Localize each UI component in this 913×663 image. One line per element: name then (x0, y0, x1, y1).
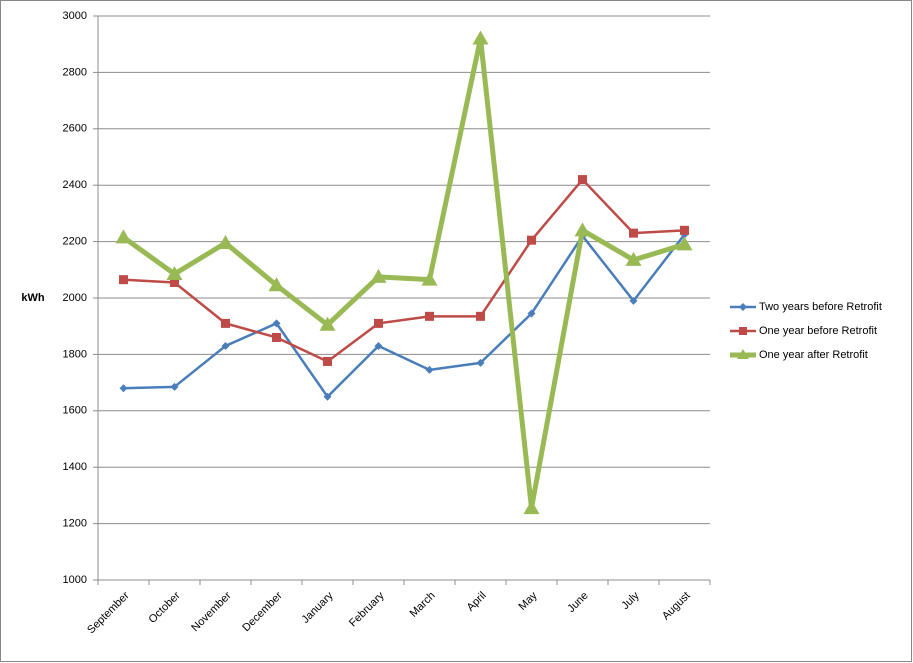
point (272, 319, 281, 328)
y-tick-label: 2800 (63, 66, 87, 78)
y-tick-label: 1400 (63, 461, 87, 473)
y-axis-label: kWh (21, 292, 45, 304)
y-tick-label: 2600 (63, 123, 87, 135)
point (676, 236, 693, 251)
y-tick-label: 3000 (63, 10, 87, 22)
y-tick-label: 2400 (63, 179, 87, 191)
point (217, 235, 234, 250)
series-line (123, 233, 686, 398)
point (374, 318, 383, 328)
point (221, 318, 230, 328)
point (221, 341, 230, 350)
point (374, 341, 383, 350)
point (574, 222, 591, 237)
point (680, 225, 689, 235)
legend-label: Two years before Retrofit (759, 301, 882, 313)
point (319, 316, 336, 331)
point (472, 30, 489, 45)
point (625, 251, 642, 266)
legend-label: One year after Retrofit (759, 349, 868, 361)
legend-label: One year before Retrofit (759, 325, 877, 337)
y-tick-label: 1000 (63, 574, 87, 586)
legend-marker (739, 303, 747, 311)
point (527, 235, 536, 245)
y-tick-label: 1800 (63, 348, 87, 360)
point (476, 358, 485, 367)
y-tick-label: 2000 (63, 292, 87, 304)
series-line (122, 36, 686, 511)
legend-marker (737, 349, 749, 359)
point (476, 311, 485, 321)
point (170, 382, 179, 391)
point (119, 384, 128, 393)
point (272, 332, 281, 342)
point (370, 268, 387, 283)
point (323, 392, 332, 401)
point (421, 271, 438, 286)
point (268, 277, 285, 292)
point (629, 296, 638, 305)
series-line (123, 178, 685, 363)
point (523, 500, 540, 515)
point (119, 275, 128, 285)
y-tick-label: 1600 (63, 405, 87, 417)
point (115, 229, 132, 244)
point (166, 266, 183, 281)
point (323, 356, 332, 366)
point (425, 311, 434, 321)
y-tick-label: 1200 (63, 518, 87, 530)
point (629, 228, 638, 238)
point (578, 175, 587, 185)
legend-marker (739, 327, 747, 335)
point (527, 309, 536, 318)
point (425, 365, 434, 374)
point (170, 277, 179, 287)
y-tick-label: 2200 (63, 236, 87, 248)
